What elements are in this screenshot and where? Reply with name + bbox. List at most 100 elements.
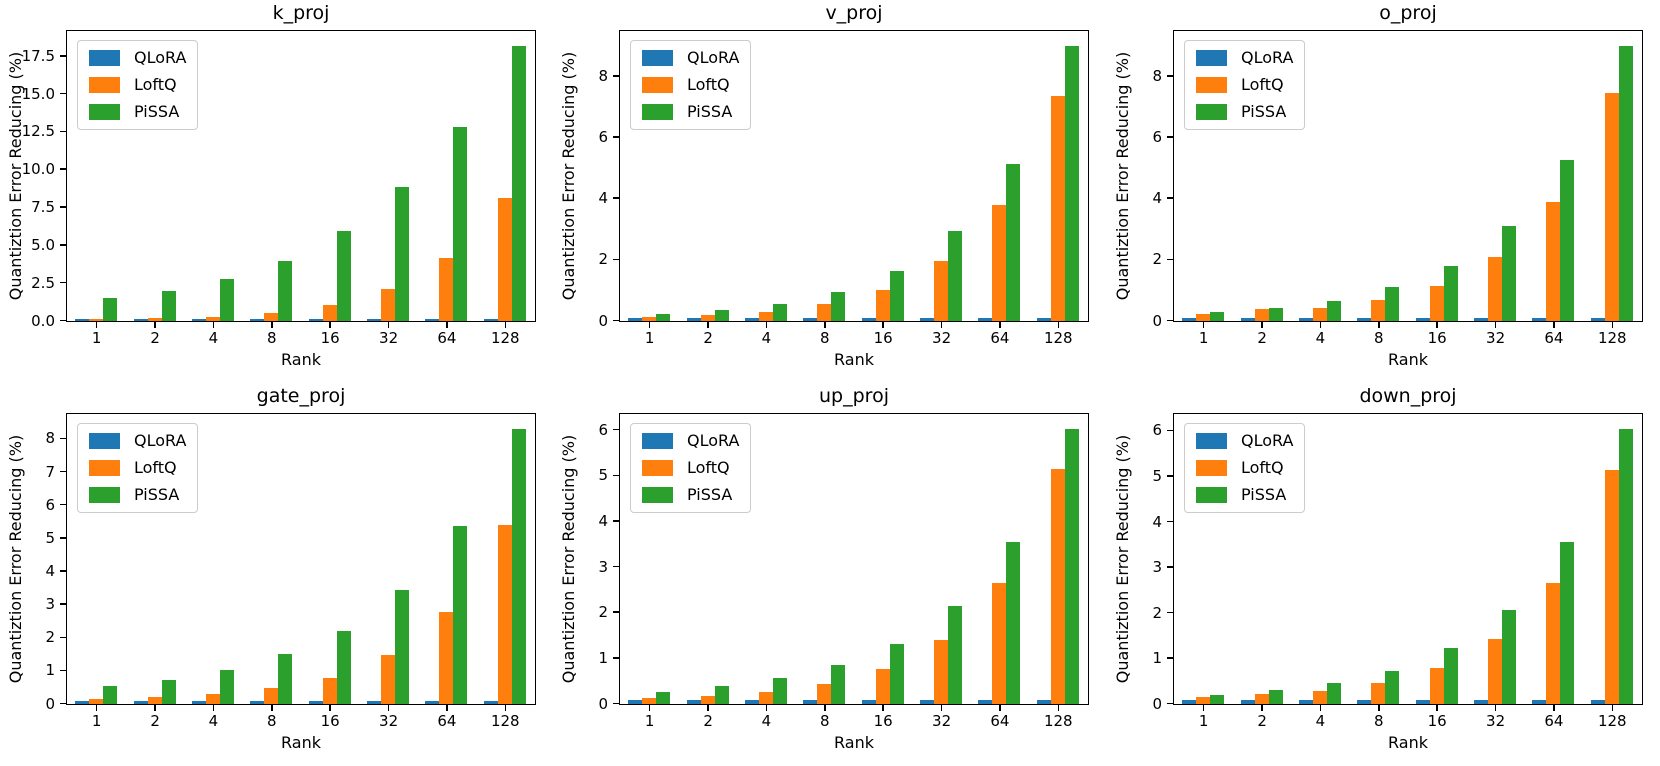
bar-loftq-rank-128 <box>1050 96 1065 321</box>
y-tick-label: 12.5 <box>21 122 55 141</box>
x-tick-label: 32 <box>379 712 399 730</box>
y-tick-label: 7 <box>45 462 55 481</box>
y-tick-label: 2 <box>598 603 608 622</box>
y-tick <box>1167 520 1173 523</box>
bar-qlora-rank-64 <box>425 319 440 321</box>
x-axis-label: Rank <box>281 350 321 369</box>
bar-loftq-rank-2 <box>1254 309 1269 321</box>
x-tick-label: 1 <box>91 329 102 347</box>
x-tick-label: 128 <box>490 329 520 347</box>
x-tick <box>882 705 884 711</box>
x-tick <box>1436 705 1438 711</box>
x-tick-label: 16 <box>873 712 893 730</box>
y-tick <box>60 570 66 572</box>
bar-loftq-rank-2 <box>700 315 715 321</box>
x-tick-label: 2 <box>1257 712 1267 730</box>
legend-label: QLoRA <box>134 431 187 450</box>
bar-qlora-rank-4 <box>1298 318 1313 321</box>
y-tick-label: 3 <box>45 595 55 614</box>
x-tick <box>95 322 98 328</box>
bar-qlora-rank-8 <box>803 699 818 704</box>
bar-pissa-rank-1 <box>656 314 671 321</box>
x-tick-label: 2 <box>1257 329 1267 347</box>
y-tick <box>1167 75 1173 77</box>
y-tick <box>613 75 619 77</box>
bar-pissa-rank-16 <box>1443 266 1458 321</box>
bar-loftq-rank-8 <box>264 312 279 321</box>
bar-pissa-rank-2 <box>1268 307 1283 321</box>
bar-qlora-rank-16 <box>1415 318 1430 321</box>
chart-title: up_proj <box>819 385 889 407</box>
legend-swatch-loftq <box>642 460 673 476</box>
x-tick-label: 1 <box>1198 329 1209 347</box>
legend-item-loftq: LoftQ <box>642 459 739 477</box>
x-tick-label: 64 <box>437 329 457 347</box>
y-tick-label: 1 <box>598 648 608 667</box>
x-tick <box>1611 705 1614 711</box>
legend-label: QLoRA <box>1241 48 1294 67</box>
bar-pissa-rank-2 <box>1268 690 1283 704</box>
chart-title: o_proj <box>1379 2 1437 24</box>
y-tick-label: 6 <box>1152 421 1162 440</box>
y-tick <box>613 197 619 199</box>
y-tick-label: 4 <box>598 189 608 208</box>
bar-qlora-rank-128 <box>1590 318 1605 321</box>
x-tick-label: 8 <box>820 712 830 730</box>
bar-qlora-rank-2 <box>133 319 148 321</box>
y-tick-label: 4 <box>45 561 55 580</box>
x-tick-label: 64 <box>990 712 1010 730</box>
bar-loftq-rank-16 <box>875 669 890 704</box>
bar-pissa-rank-8 <box>1385 670 1400 704</box>
bar-loftq-rank-1 <box>89 699 104 704</box>
y-tick-label: 17.5 <box>21 46 55 65</box>
x-tick-label: 1 <box>644 329 655 347</box>
bar-loftq-rank-16 <box>322 305 337 321</box>
bar-qlora-rank-64 <box>425 701 440 704</box>
bar-qlora-rank-128 <box>483 319 498 321</box>
bar-pissa-rank-8 <box>278 654 293 704</box>
x-tick-label: 64 <box>1544 712 1564 730</box>
legend-swatch-qlora <box>89 50 120 66</box>
x-tick-label: 16 <box>320 329 340 347</box>
legend-item-loftq: LoftQ <box>1196 76 1293 94</box>
bar-qlora-rank-2 <box>133 701 148 704</box>
bar-loftq-rank-32 <box>934 640 949 704</box>
bar-qlora-rank-64 <box>1532 699 1547 704</box>
y-tick-label: 1 <box>1152 649 1162 667</box>
bar-pissa-rank-4 <box>219 669 234 704</box>
y-tick <box>613 136 619 138</box>
bar-loftq-rank-4 <box>758 311 773 321</box>
bar-qlora-rank-2 <box>686 699 701 704</box>
y-tick-label: 6 <box>598 128 608 146</box>
bar-pissa-rank-2 <box>714 310 729 321</box>
panel-up_proj: up_proj 0 1 2 3 4 5 6 1 2 4 8 16 32 64 128 Quantiztion E… <box>553 383 1107 766</box>
y-tick <box>1167 319 1173 322</box>
x-tick <box>446 705 448 711</box>
y-tick <box>613 657 619 659</box>
y-tick-label: 2 <box>1152 603 1162 622</box>
y-tick-label: 4 <box>598 511 608 530</box>
y-tick-label: 8 <box>1152 66 1162 85</box>
y-tick-label: 2 <box>598 250 608 269</box>
legend-swatch-pissa <box>1196 487 1227 503</box>
legend-swatch-qlora <box>89 433 120 449</box>
x-tick <box>882 322 884 328</box>
x-tick-label: 1 <box>91 712 102 730</box>
bar-qlora-rank-1 <box>628 699 643 704</box>
y-axis-label: Quantiztion Error Reducing (%) <box>1113 434 1132 684</box>
x-tick-label: 1 <box>644 712 655 730</box>
bar-pissa-rank-8 <box>831 665 846 704</box>
x-tick <box>1202 705 1205 711</box>
legend-label: LoftQ <box>1241 458 1284 477</box>
bar-qlora-rank-16 <box>861 699 876 704</box>
bar-loftq-rank-2 <box>147 697 162 704</box>
bar-qlora-rank-128 <box>1036 699 1051 704</box>
bar-qlora-rank-32 <box>920 699 935 704</box>
x-tick <box>765 322 768 328</box>
bar-qlora-rank-32 <box>1474 318 1489 321</box>
x-tick <box>1057 322 1060 328</box>
y-tick-label: 1 <box>45 661 55 680</box>
bar-pissa-rank-64 <box>1560 159 1575 321</box>
y-tick-label: 0 <box>1152 311 1162 330</box>
bar-qlora-rank-1 <box>75 319 90 321</box>
